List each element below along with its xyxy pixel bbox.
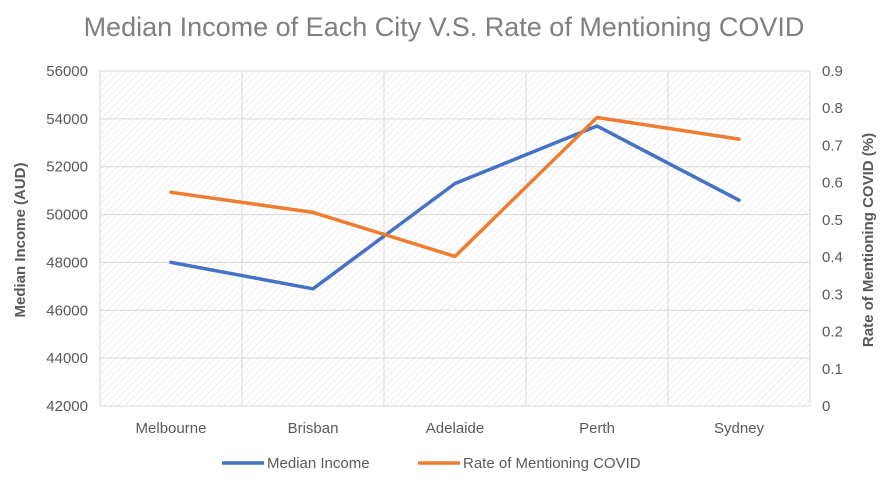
y-right-tick-label: 0.4 — [822, 249, 843, 266]
y-left-tick-label: 56000 — [46, 63, 88, 80]
series-line — [169, 115, 741, 259]
y-left-tick-label: 50000 — [46, 207, 88, 224]
y-right-tick-label: 0.6 — [822, 175, 843, 192]
y-right-tick-label: 0.1 — [822, 361, 843, 378]
y-left-tick-label: 54000 — [46, 111, 88, 128]
y-left-tick-label: 46000 — [46, 302, 88, 319]
y-left-tick-label: 52000 — [46, 159, 88, 176]
y-right-tick-label: 0.5 — [822, 212, 843, 229]
y-right-tick-label: 0.8 — [822, 100, 843, 117]
x-tick-label: Perth — [579, 420, 615, 437]
y-left-tick-label: 44000 — [46, 350, 88, 367]
series-layer — [169, 115, 741, 291]
x-axis-ticks: Melbourne Brisban Adelaide Perth Sydney — [136, 420, 765, 437]
legend: Median Income Rate of Mentioning COVID — [222, 455, 641, 472]
x-tick-label: Adelaide — [426, 420, 484, 437]
y-right-tick-label: 0.7 — [822, 137, 843, 154]
right-axis-ticks: 0 0.1 0.2 0.3 0.4 0.5 0.6 0.7 0.8 0.9 — [822, 63, 843, 415]
plot-area — [99, 70, 811, 407]
y-right-tick-label: 0.3 — [822, 286, 843, 303]
left-axis-ticks: 42000 44000 46000 48000 50000 52000 54000 56000 — [46, 63, 88, 415]
x-tick-label: Sydney — [714, 420, 765, 437]
y-left-tick-label: 48000 — [46, 254, 88, 271]
x-tick-label: Brisban — [288, 420, 339, 437]
y-right-tick-label: 0.9 — [822, 63, 843, 80]
y-right-tick-label: 0 — [822, 398, 830, 415]
series-line — [169, 124, 741, 291]
y-left-tick-label: 42000 — [46, 398, 88, 415]
y-right-tick-label: 0.2 — [822, 324, 843, 341]
legend-label: Rate of Mentioning COVID — [463, 455, 641, 472]
y-axis-right-label: Rate of Mentioning COVID (%) — [860, 133, 877, 347]
chart-title: Median Income of Each City V.S. Rate of … — [84, 12, 805, 42]
y-axis-left-label: Median Income (AUD) — [12, 162, 29, 317]
legend-label: Median Income — [267, 455, 370, 472]
x-tick-label: Melbourne — [136, 420, 207, 437]
